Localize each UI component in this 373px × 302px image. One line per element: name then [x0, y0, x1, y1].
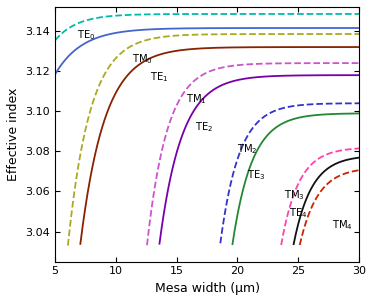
Text: TE$_2$: TE$_2$ [195, 120, 213, 134]
Text: TM$_0$: TM$_0$ [132, 52, 153, 66]
Text: TM$_1$: TM$_1$ [186, 92, 207, 106]
Text: TM$_4$: TM$_4$ [332, 219, 353, 233]
Text: TE$_1$: TE$_1$ [150, 70, 168, 84]
Text: TE$_4$: TE$_4$ [289, 207, 307, 220]
Text: TM$_3$: TM$_3$ [284, 188, 304, 202]
Text: TE$_3$: TE$_3$ [247, 169, 266, 182]
X-axis label: Mesa width (μm): Mesa width (μm) [154, 282, 260, 295]
Text: TM$_2$: TM$_2$ [238, 143, 258, 156]
Text: TE$_0$: TE$_0$ [77, 28, 95, 42]
Y-axis label: Effective index: Effective index [7, 88, 20, 181]
